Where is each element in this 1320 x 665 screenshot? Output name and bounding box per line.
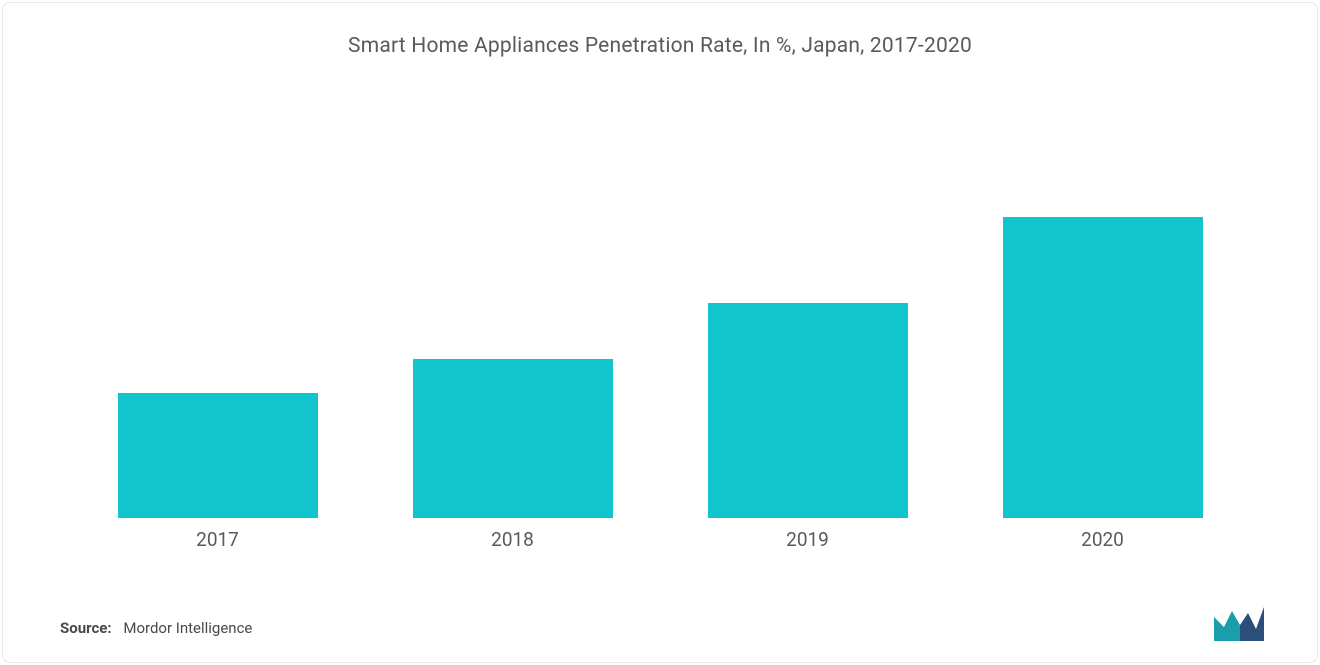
x-axis: 2017 2018 2019 2020 [60, 518, 1260, 551]
bar-2017 [118, 393, 318, 518]
source-line: Source: Mordor Intelligence [60, 619, 252, 637]
plot-area [60, 88, 1260, 518]
mordor-logo-icon [1212, 603, 1268, 643]
bar-2019 [708, 303, 908, 518]
bar-slot [955, 88, 1250, 518]
bar-slot [70, 88, 365, 518]
chart-title: Smart Home Appliances Penetration Rate, … [60, 10, 1260, 68]
bars-wrapper [60, 88, 1260, 518]
x-label-2017: 2017 [70, 528, 365, 551]
x-label-2019: 2019 [660, 528, 955, 551]
bar-slot [365, 88, 660, 518]
bar-slot [660, 88, 955, 518]
chart-container: Smart Home Appliances Penetration Rate, … [0, 0, 1320, 665]
bar-2020 [1003, 217, 1203, 518]
source-name: Mordor Intelligence [123, 619, 252, 637]
source-label: Source: [60, 619, 112, 637]
x-label-2018: 2018 [365, 528, 660, 551]
bar-2018 [413, 359, 613, 518]
x-label-2020: 2020 [955, 528, 1250, 551]
